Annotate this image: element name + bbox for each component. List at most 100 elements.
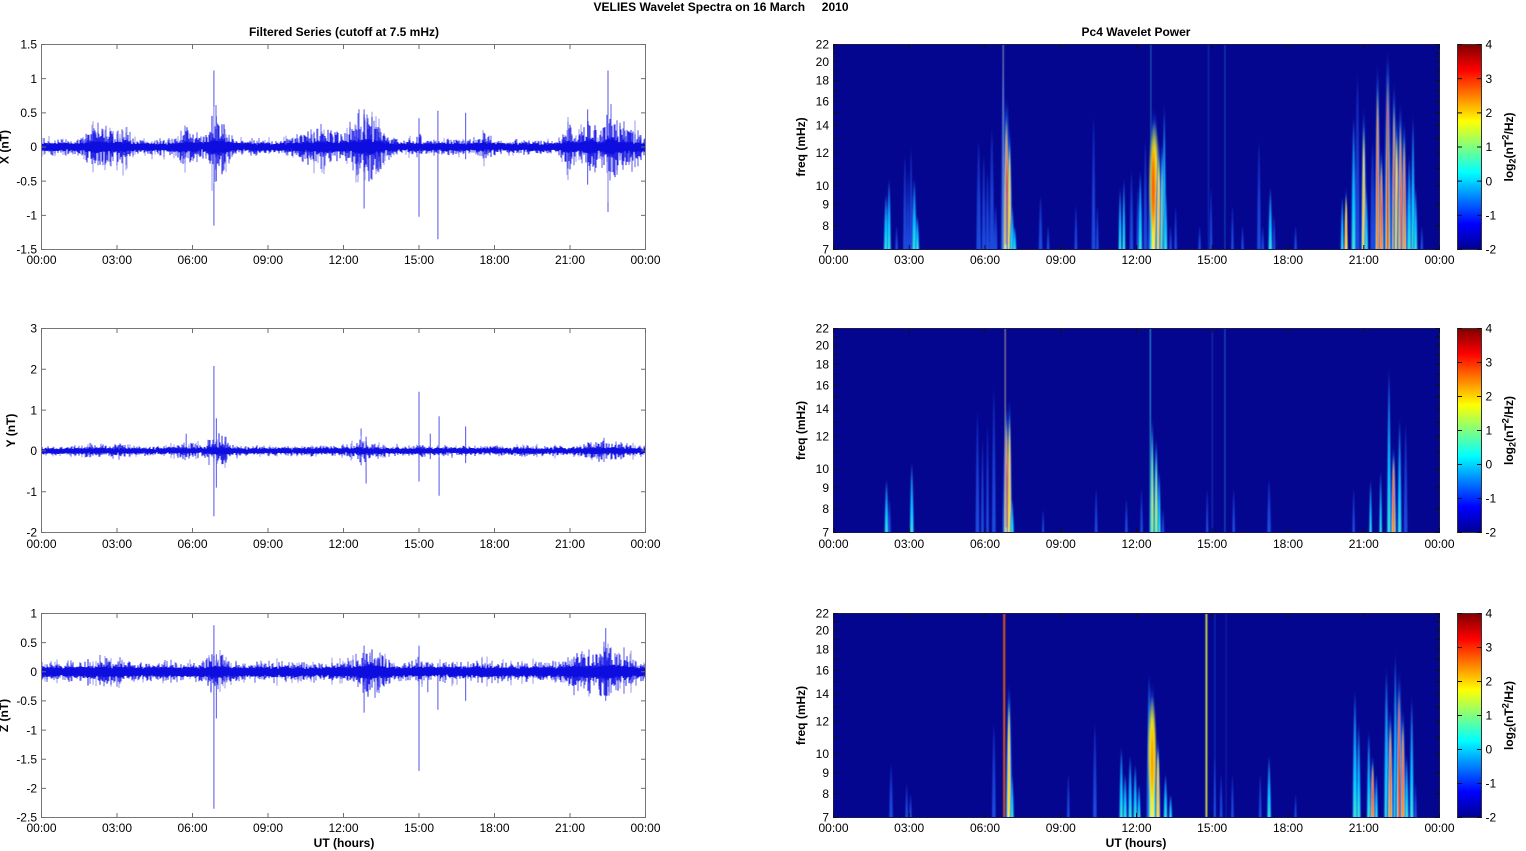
svg-text:freq (mHz): freq (mHz) [794, 401, 808, 460]
svg-text:8: 8 [822, 787, 829, 801]
svg-text:12:00: 12:00 [328, 821, 358, 835]
svg-text:16: 16 [816, 95, 830, 109]
svg-text:Filtered Series (cutoff at 7.5: Filtered Series (cutoff at 7.5 mHz) [249, 25, 439, 39]
svg-text:10: 10 [816, 747, 830, 761]
svg-text:2: 2 [1486, 390, 1493, 404]
svg-text:21:00: 21:00 [555, 253, 585, 267]
svg-text:03:00: 03:00 [894, 537, 924, 551]
svg-text:00:00: 00:00 [26, 537, 56, 551]
svg-text:1.5: 1.5 [20, 38, 37, 52]
svg-text:10: 10 [816, 462, 830, 476]
svg-text:18: 18 [816, 74, 830, 88]
svg-text:1: 1 [30, 403, 37, 417]
svg-text:log2(nT2/Hz): log2(nT2/Hz) [1501, 396, 1518, 465]
svg-text:9: 9 [822, 766, 829, 780]
svg-text:00:00: 00:00 [26, 253, 56, 267]
svg-text:15:00: 15:00 [1197, 253, 1227, 267]
svg-text:1: 1 [1486, 140, 1493, 154]
svg-text:3: 3 [1486, 641, 1493, 655]
svg-text:15:00: 15:00 [404, 253, 434, 267]
svg-text:20: 20 [816, 55, 830, 69]
svg-text:14: 14 [816, 687, 830, 701]
svg-text:Y (nT): Y (nT) [4, 414, 18, 448]
svg-text:18:00: 18:00 [479, 253, 509, 267]
svg-text:16: 16 [816, 378, 830, 392]
svg-text:-1: -1 [1486, 777, 1497, 791]
svg-text:00:00: 00:00 [1424, 537, 1454, 551]
svg-text:1: 1 [30, 607, 37, 621]
svg-text:-1.5: -1.5 [16, 243, 37, 257]
svg-text:22: 22 [816, 607, 830, 621]
svg-text:-2: -2 [1486, 243, 1497, 257]
svg-text:1: 1 [1486, 709, 1493, 723]
svg-text:0: 0 [1486, 458, 1493, 472]
svg-text:21:00: 21:00 [555, 537, 585, 551]
svg-text:0: 0 [30, 140, 37, 154]
svg-text:14: 14 [816, 119, 830, 133]
svg-text:18: 18 [816, 357, 830, 371]
svg-text:-1: -1 [26, 485, 37, 499]
svg-text:06:00: 06:00 [177, 537, 207, 551]
svg-text:-0.5: -0.5 [16, 174, 37, 188]
svg-text:00:00: 00:00 [1424, 253, 1454, 267]
svg-text:8: 8 [822, 219, 829, 233]
svg-text:12: 12 [816, 146, 830, 160]
svg-text:00:00: 00:00 [1424, 821, 1454, 835]
svg-text:0: 0 [1486, 743, 1493, 757]
svg-text:12:00: 12:00 [1121, 821, 1151, 835]
svg-text:18:00: 18:00 [479, 821, 509, 835]
svg-text:06:00: 06:00 [970, 537, 1000, 551]
svg-text:03:00: 03:00 [894, 253, 924, 267]
svg-text:12: 12 [816, 430, 830, 444]
svg-text:0: 0 [30, 444, 37, 458]
svg-text:20: 20 [816, 339, 830, 353]
svg-text:03:00: 03:00 [102, 821, 132, 835]
svg-text:18:00: 18:00 [1273, 821, 1303, 835]
svg-text:09:00: 09:00 [253, 537, 283, 551]
svg-text:log2(nT2/Hz): log2(nT2/Hz) [1501, 113, 1518, 182]
svg-text:-2: -2 [26, 526, 37, 540]
svg-text:03:00: 03:00 [894, 821, 924, 835]
svg-text:7: 7 [822, 526, 829, 540]
svg-text:0.5: 0.5 [20, 636, 37, 650]
svg-text:12:00: 12:00 [328, 537, 358, 551]
svg-text:12:00: 12:00 [1121, 253, 1151, 267]
svg-text:-1: -1 [1486, 492, 1497, 506]
svg-text:-2.5: -2.5 [16, 811, 37, 825]
svg-text:12:00: 12:00 [1121, 537, 1151, 551]
svg-text:Z (nT): Z (nT) [0, 699, 11, 732]
svg-text:7: 7 [822, 243, 829, 257]
svg-text:21:00: 21:00 [555, 821, 585, 835]
svg-text:-1: -1 [26, 723, 37, 737]
svg-text:freq (mHz): freq (mHz) [794, 686, 808, 745]
svg-text:06:00: 06:00 [177, 821, 207, 835]
svg-text:4: 4 [1486, 607, 1493, 621]
svg-text:3: 3 [1486, 72, 1493, 86]
svg-text:09:00: 09:00 [253, 253, 283, 267]
svg-text:X (nT): X (nT) [0, 130, 12, 164]
svg-text:2: 2 [1486, 675, 1493, 689]
svg-text:09:00: 09:00 [253, 821, 283, 835]
svg-text:-1.5: -1.5 [16, 752, 37, 766]
svg-text:-2: -2 [1486, 526, 1497, 540]
svg-text:18: 18 [816, 642, 830, 656]
svg-text:00:00: 00:00 [26, 821, 56, 835]
svg-text:2: 2 [30, 363, 37, 377]
svg-text:06:00: 06:00 [177, 253, 207, 267]
svg-text:09:00: 09:00 [1046, 537, 1076, 551]
svg-text:15:00: 15:00 [1197, 537, 1227, 551]
svg-text:4: 4 [1486, 322, 1493, 336]
svg-text:09:00: 09:00 [1046, 821, 1076, 835]
svg-text:Pc4 Wavelet Power: Pc4 Wavelet Power [1082, 25, 1191, 39]
svg-text:0: 0 [1486, 174, 1493, 188]
svg-text:14: 14 [816, 402, 830, 416]
svg-text:-1: -1 [26, 209, 37, 223]
svg-text:1: 1 [1486, 424, 1493, 438]
svg-text:00:00: 00:00 [630, 821, 660, 835]
svg-text:-2: -2 [1486, 811, 1497, 825]
svg-text:0: 0 [30, 665, 37, 679]
svg-text:21:00: 21:00 [1349, 537, 1379, 551]
svg-text:-2: -2 [26, 782, 37, 796]
svg-text:-1: -1 [1486, 209, 1497, 223]
svg-text:log2(nT2/Hz): log2(nT2/Hz) [1501, 681, 1518, 750]
